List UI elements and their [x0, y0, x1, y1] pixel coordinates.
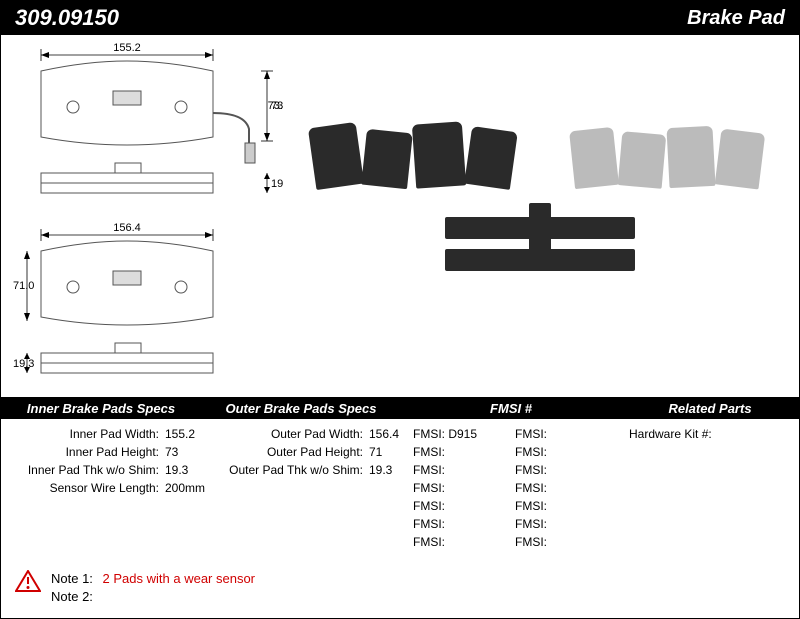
- spec-value: 156.4: [363, 425, 399, 443]
- fmsi-label: FMSI:: [511, 461, 547, 479]
- product-photos: [291, 35, 799, 397]
- part-number: 309.09150: [15, 5, 119, 31]
- fmsi-label: FMSI:: [511, 479, 547, 497]
- fmsi-label: FMSI:: [409, 443, 445, 461]
- fmsi-label: FMSI:: [511, 497, 547, 515]
- note2-value: [93, 589, 99, 604]
- spec-value: 19.3: [159, 461, 188, 479]
- dim-label: 156.4: [113, 223, 141, 234]
- note1-value: 2 Pads with a wear sensor: [97, 571, 255, 586]
- spec-value: 71: [363, 443, 382, 461]
- spec-label: Outer Pad Height:: [209, 443, 363, 461]
- col-header-outer: Outer Brake Pads Specs: [201, 397, 401, 419]
- note1-label: Note 1:: [51, 571, 93, 586]
- warning-icon: [15, 570, 41, 592]
- spec-label: Outer Pad Thk w/o Shim:: [209, 461, 363, 479]
- fmsi-list: FMSI: D915 FMSI: FMSI: FMSI: FMSI: FMSI:…: [401, 419, 621, 557]
- fmsi-label: FMSI:: [511, 425, 547, 443]
- photo-edge-view: [291, 187, 789, 271]
- outer-specs: Outer Pad Width:156.4 Outer Pad Height:7…: [201, 419, 401, 557]
- technical-drawings: 155.2 73.0 73.0: [1, 35, 291, 397]
- fmsi-label: FMSI:: [409, 533, 445, 551]
- fmsi-label: FMSI:: [409, 461, 445, 479]
- col-header-related: Related Parts: [621, 397, 799, 419]
- spec-value: 200mm: [159, 479, 205, 497]
- fmsi-label: FMSI:: [511, 515, 547, 533]
- note2-label: Note 2:: [51, 589, 93, 604]
- spec-label: Inner Pad Width:: [9, 425, 159, 443]
- header-bar: 309.09150 Brake Pad: [1, 1, 799, 35]
- related-parts: Hardware Kit #:: [621, 419, 799, 557]
- svg-text:73.0: 73.0: [271, 100, 283, 112]
- notes-section: Note 1: 2 Pads with a wear sensor Note 2…: [15, 570, 255, 606]
- spec-body: Inner Pad Width:155.2 Inner Pad Height:7…: [1, 419, 799, 557]
- dim-label: 71.0: [13, 280, 34, 292]
- dim-label: 19.3: [271, 178, 283, 190]
- inner-pad-diagram: 155.2 73.0 73.0: [13, 43, 283, 213]
- product-type: Brake Pad: [687, 7, 785, 30]
- col-header-inner: Inner Brake Pads Specs: [1, 397, 201, 419]
- fmsi-label: FMSI:: [511, 443, 547, 461]
- outer-pad-diagram: 156.4 71.0 19.3: [13, 223, 283, 393]
- hardware-kit-value: [712, 425, 718, 443]
- inner-specs: Inner Pad Width:155.2 Inner Pad Height:7…: [1, 419, 201, 557]
- spec-label: Inner Pad Thk w/o Shim:: [9, 461, 159, 479]
- spec-value: 155.2: [159, 425, 195, 443]
- fmsi-label: FMSI:: [511, 533, 547, 551]
- dim-label: 19.3: [13, 358, 34, 370]
- spec-label: Sensor Wire Length:: [9, 479, 159, 497]
- spec-label: Inner Pad Height:: [9, 443, 159, 461]
- photo-set-2: [545, 47, 789, 187]
- fmsi-label: FMSI:: [409, 515, 445, 533]
- col-header-fmsi: FMSI #: [401, 397, 621, 419]
- fmsi-value: D915: [448, 427, 477, 441]
- spec-header-bar: Inner Brake Pads Specs Outer Brake Pads …: [1, 397, 799, 419]
- fmsi-label: FMSI:: [409, 479, 445, 497]
- fmsi-label: FMSI:: [409, 425, 445, 443]
- dim-label: 155.2: [113, 43, 141, 54]
- spec-label: Outer Pad Width:: [209, 425, 363, 443]
- spec-value: 73: [159, 443, 178, 461]
- fmsi-label: FMSI:: [409, 497, 445, 515]
- spec-value: 19.3: [363, 461, 392, 479]
- hardware-kit-label: Hardware Kit #:: [629, 425, 712, 443]
- images-area: 155.2 73.0 73.0: [1, 35, 799, 397]
- photo-set-1: [291, 47, 535, 187]
